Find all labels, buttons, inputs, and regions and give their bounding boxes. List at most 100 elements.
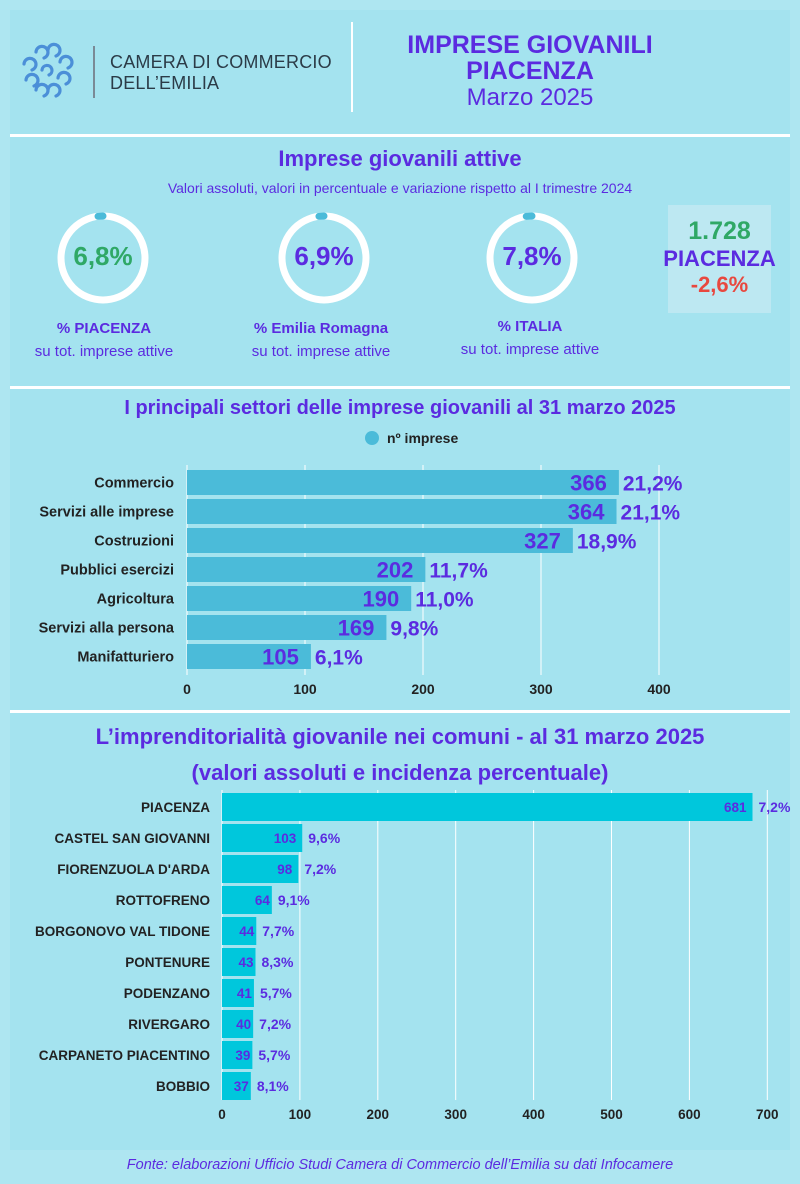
value-label: 190: [362, 587, 399, 612]
sectors-chart-legend: nº imprese: [365, 430, 458, 446]
value-label: 105: [262, 645, 299, 670]
total-number: 1.728: [688, 217, 751, 245]
category-label: RIVERGARO: [128, 1017, 210, 1032]
x-tick-label: 200: [367, 1107, 390, 1122]
gauge-label-sub: su tot. imprese attive: [251, 343, 391, 360]
x-tick-label: 200: [411, 681, 435, 697]
chamber-of-commerce-logo-icon: [22, 42, 74, 98]
bar: [222, 948, 256, 976]
total-place: PIACENZA: [663, 246, 776, 271]
percent-label: 18,9%: [577, 531, 637, 554]
x-tick-label: 0: [218, 1107, 226, 1122]
gauge-value-italia: 7,8%: [502, 241, 562, 271]
page-title: IMPRESE GIOVANILI PIACENZA Marzo 2025: [360, 32, 700, 112]
percent-label: 9,6%: [308, 830, 340, 846]
value-label: 64: [255, 893, 271, 908]
percent-label: 6,1%: [315, 647, 363, 670]
page-title-line1: IMPRESE GIOVANILI: [407, 31, 653, 59]
category-label: Servizi alla persona: [39, 621, 175, 637]
x-tick-label: 300: [529, 681, 553, 697]
gauge-value-piacenza: 6,8%: [73, 241, 133, 271]
page-title-period: Marzo 2025: [466, 84, 594, 111]
organization-name-line2: DELL’EMILIA: [110, 73, 220, 93]
bar: [222, 824, 303, 852]
bar: [187, 557, 426, 582]
gauge-label-emilia-romagna: % Emilia Romagna su tot. imprese attive: [211, 317, 431, 363]
gauge-label-italia: % ITALIA su tot. imprese attive: [420, 315, 640, 361]
value-label: 103: [274, 831, 297, 846]
category-label: Agricoltura: [97, 592, 175, 608]
gauge-label-title: % PIACENZA: [56, 320, 152, 337]
bar: [222, 1072, 251, 1100]
organization-name-line1: CAMERA DI COMMERCIO: [110, 52, 332, 72]
category-label: ROTTOFRENO: [116, 893, 210, 908]
value-label: 681: [724, 800, 747, 815]
category-label: Commercio: [94, 476, 174, 492]
bar: [222, 886, 272, 914]
section-divider: [10, 710, 790, 713]
x-tick-label: 400: [647, 681, 671, 697]
percent-label: 7,2%: [758, 799, 790, 815]
bar: [222, 917, 257, 945]
comuni-chart-title: L’imprenditorialità giovanile nei comuni…: [95, 724, 705, 749]
percent-label: 21,1%: [621, 502, 681, 525]
kpi-section-subtitle: Valori assoluti, valori in percentuale e…: [167, 180, 633, 196]
category-label: CASTEL SAN GIOVANNI: [54, 831, 210, 846]
value-label: 41: [237, 986, 253, 1001]
header-separator: [351, 22, 353, 112]
x-tick-label: 0: [183, 681, 191, 697]
value-label: 37: [234, 1079, 249, 1094]
header-logo-separator: [93, 46, 95, 98]
x-tick-label: 100: [289, 1107, 312, 1122]
bar: [222, 1041, 253, 1069]
percent-label: 9,1%: [278, 892, 310, 908]
percent-label: 9,8%: [390, 618, 438, 641]
x-tick-label: 300: [444, 1107, 467, 1122]
percent-label: 8,3%: [261, 954, 293, 970]
value-label: 39: [235, 1048, 250, 1063]
gauge-label-sub: su tot. imprese attive: [460, 341, 600, 358]
gauge-label-piacenza: % PIACENZA su tot. imprese attive: [0, 317, 214, 363]
value-label: 366: [570, 471, 607, 496]
kpi-section-title: Imprese giovanili attive: [278, 146, 522, 171]
page-title-line2: PIACENZA: [466, 57, 594, 85]
bar: [222, 855, 299, 883]
gauge-value-emilia-romagna: 6,9%: [294, 241, 354, 271]
category-label: Costruzioni: [94, 534, 174, 550]
category-label: PODENZANO: [124, 986, 210, 1001]
x-tick-label: 700: [756, 1107, 779, 1122]
value-label: 43: [238, 955, 254, 970]
percent-label: 11,0%: [415, 589, 474, 612]
bar: [187, 528, 573, 553]
category-label: Manifatturiero: [77, 650, 174, 666]
category-label: BOBBIO: [156, 1079, 210, 1094]
category-label: PIACENZA: [141, 800, 210, 815]
x-tick-label: 600: [678, 1107, 701, 1122]
sectors-chart-title: I principali settori delle imprese giova…: [124, 397, 676, 419]
organization-name: CAMERA DI COMMERCIO DELL’EMILIA: [110, 52, 332, 94]
section-divider: [10, 134, 790, 137]
category-label: PONTENURE: [125, 955, 210, 970]
value-label: 44: [239, 924, 255, 939]
value-label: 40: [236, 1017, 251, 1032]
gauge-label-sub: su tot. imprese attive: [34, 343, 174, 360]
section-divider: [10, 386, 790, 389]
sectors-chart: 0 100 200 300 400 Commercio 366 21,2% Servizi al…: [39, 465, 683, 697]
category-label: CARPANETO PIACENTINO: [39, 1048, 210, 1063]
gauge-ring-icon: [486, 212, 578, 304]
percent-label: 21,2%: [623, 473, 683, 496]
percent-label: 7,2%: [259, 1016, 291, 1032]
total-box: 1.728 PIACENZA -2,6%: [663, 205, 776, 313]
gauge-ring-icon: [278, 212, 370, 304]
legend-dot-icon: [365, 431, 379, 445]
percent-label: 5,7%: [258, 1047, 290, 1063]
percent-label: 11,7%: [429, 560, 488, 583]
percent-label: 8,1%: [257, 1078, 289, 1094]
value-label: 327: [524, 529, 561, 554]
gauge-label-title: % Emilia Romagna: [253, 320, 389, 337]
value-label: 169: [338, 616, 375, 641]
gauge-label-title: % ITALIA: [497, 318, 563, 335]
value-label: 202: [377, 558, 414, 583]
percent-label: 7,2%: [304, 861, 336, 877]
percent-label: 7,7%: [262, 923, 294, 939]
